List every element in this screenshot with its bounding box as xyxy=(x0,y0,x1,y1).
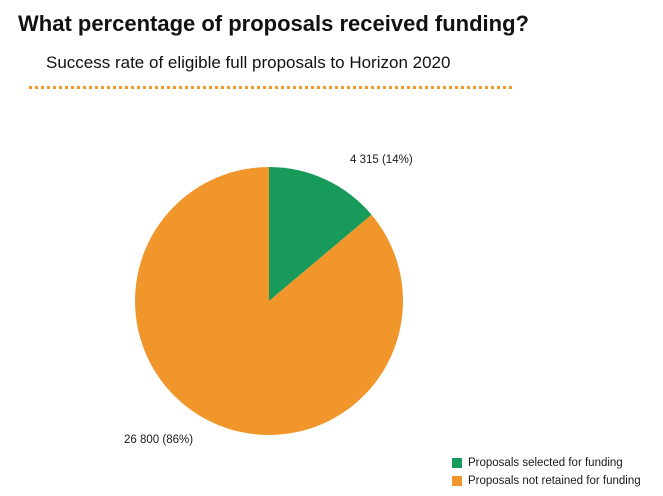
page-subtitle: Success rate of eligible full proposals … xyxy=(46,53,451,72)
page-title: What percentage of proposals received fu… xyxy=(18,11,529,36)
legend-item-selected: Proposals selected for funding xyxy=(452,454,641,472)
legend-swatch-not-retained xyxy=(452,476,462,486)
pie-slice-selected xyxy=(269,167,372,301)
data-label-selected: 4 315 (14%) xyxy=(350,154,413,166)
legend-label-selected: Proposals selected for funding xyxy=(468,457,623,469)
pie-slice-not-retained xyxy=(135,167,404,435)
chart-legend: Proposals selected for funding Proposals… xyxy=(452,454,641,490)
legend-label-not-retained: Proposals not retained for funding xyxy=(468,475,641,487)
dotted-divider xyxy=(29,86,512,89)
data-label-not-retained: 26 800 (86%) xyxy=(124,434,193,446)
legend-item-not-retained: Proposals not retained for funding xyxy=(452,472,641,490)
legend-swatch-selected xyxy=(452,458,462,468)
